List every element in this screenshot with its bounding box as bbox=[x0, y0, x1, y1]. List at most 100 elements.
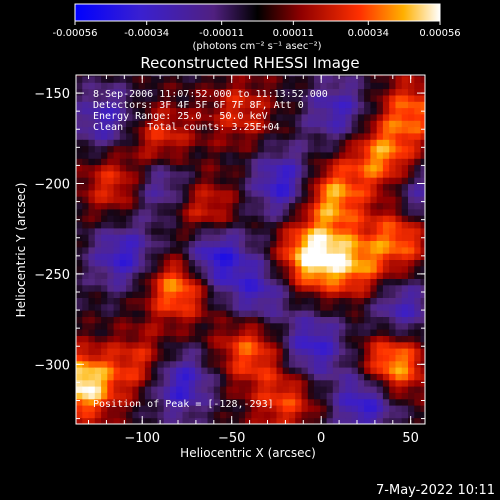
heatmap-cell bbox=[364, 367, 371, 374]
heatmap-cell bbox=[76, 392, 83, 400]
heatmap-cell bbox=[94, 392, 102, 400]
heatmap-cell bbox=[176, 189, 184, 197]
heatmap-cell bbox=[376, 75, 384, 83]
heatmap-cell bbox=[188, 405, 196, 412]
heatmap-cell bbox=[176, 417, 184, 424]
heatmap-cell bbox=[420, 158, 425, 166]
heatmap-cell bbox=[376, 202, 384, 210]
heatmap-cell bbox=[163, 215, 171, 222]
heatmap-cell bbox=[107, 329, 115, 336]
heatmap-cell bbox=[326, 310, 334, 317]
heatmap-cell bbox=[138, 177, 146, 185]
heatmap-cell bbox=[307, 234, 315, 241]
heatmap-cell bbox=[414, 316, 422, 324]
heatmap-cell bbox=[126, 259, 133, 267]
heatmap-cell bbox=[295, 284, 303, 292]
heatmap-cell bbox=[289, 272, 296, 279]
heatmap-cell bbox=[408, 341, 415, 349]
heatmap-cell bbox=[113, 158, 121, 166]
heatmap-cell bbox=[82, 75, 90, 77]
heatmap-cell bbox=[295, 386, 303, 393]
heatmap-cell bbox=[176, 411, 184, 419]
heatmap-cell bbox=[314, 164, 321, 172]
heatmap-cell bbox=[263, 373, 271, 381]
heatmap-cell bbox=[195, 164, 202, 172]
heatmap-cell bbox=[101, 322, 108, 330]
heatmap-cell bbox=[119, 259, 127, 267]
heatmap-cell bbox=[232, 234, 240, 241]
heatmap-cell bbox=[220, 234, 227, 241]
heatmap-cell bbox=[201, 303, 209, 311]
heatmap-cell bbox=[232, 278, 240, 286]
heatmap-cell bbox=[220, 367, 227, 374]
heatmap-cell bbox=[195, 170, 202, 178]
heatmap-cell bbox=[289, 189, 296, 197]
heatmap-cell bbox=[364, 132, 371, 140]
heatmap-cell bbox=[307, 164, 315, 172]
heatmap-cell bbox=[151, 189, 159, 197]
heatmap-cell bbox=[113, 208, 121, 216]
heatmap-cell bbox=[414, 183, 422, 191]
heatmap-cell bbox=[170, 316, 177, 324]
heatmap-cell bbox=[238, 373, 246, 381]
heatmap-cell bbox=[357, 322, 365, 330]
heatmap-cell bbox=[82, 392, 90, 400]
heatmap-cell bbox=[201, 120, 209, 128]
heatmap-cell bbox=[345, 101, 353, 109]
heatmap-cell bbox=[113, 265, 121, 273]
heatmap-cell bbox=[389, 348, 397, 355]
heatmap-cell bbox=[101, 177, 108, 185]
heatmap-cell bbox=[401, 278, 409, 286]
heatmap-cell bbox=[257, 196, 265, 204]
heatmap-cell bbox=[357, 139, 365, 147]
heatmap-cell bbox=[163, 164, 171, 172]
heatmap-cell bbox=[257, 113, 265, 121]
heatmap-cell bbox=[414, 284, 422, 292]
heatmap-cell bbox=[282, 348, 290, 355]
heatmap-cell bbox=[151, 259, 159, 267]
peak-position-label: Position of Peak = [-128,-293] bbox=[93, 399, 274, 410]
heatmap-cell bbox=[332, 94, 340, 102]
heatmap-cell bbox=[295, 322, 303, 330]
heatmap-cell bbox=[395, 246, 403, 254]
heatmap-cell bbox=[88, 82, 96, 90]
heatmap-cell bbox=[176, 107, 184, 115]
heatmap-cell bbox=[232, 284, 240, 292]
heatmap-cell bbox=[88, 221, 96, 229]
heatmap-cell bbox=[351, 310, 359, 317]
heatmap-cell bbox=[357, 297, 365, 305]
heatmap-cell bbox=[389, 341, 397, 349]
heatmap-cell bbox=[332, 265, 340, 273]
heatmap-cell bbox=[245, 405, 252, 412]
heatmap-cell bbox=[376, 405, 384, 412]
heatmap-cell bbox=[176, 158, 184, 166]
heatmap-cell bbox=[263, 386, 271, 393]
heatmap-cell bbox=[364, 94, 371, 102]
heatmap-cell bbox=[351, 107, 359, 115]
heatmap-cell bbox=[151, 145, 159, 153]
heatmap-cell bbox=[207, 246, 215, 254]
heatmap-cell bbox=[126, 386, 133, 393]
heatmap-cell bbox=[420, 120, 425, 128]
heatmap-cell bbox=[76, 335, 83, 343]
heatmap-cell bbox=[282, 221, 290, 229]
heatmap-cell bbox=[263, 246, 271, 254]
heatmap-cell bbox=[132, 215, 140, 222]
heatmap-cell bbox=[389, 411, 397, 419]
heatmap-cell bbox=[420, 348, 425, 355]
heatmap-cell bbox=[332, 183, 340, 191]
heatmap-cell bbox=[282, 75, 290, 77]
heatmap-cell bbox=[370, 253, 378, 260]
heatmap-cell bbox=[107, 221, 115, 229]
heatmap-cell bbox=[220, 386, 227, 393]
heatmap-cell bbox=[307, 284, 315, 292]
heatmap-cell bbox=[94, 75, 102, 83]
heatmap-cell bbox=[176, 373, 184, 381]
heatmap-cell bbox=[370, 183, 378, 191]
heatmap-cell bbox=[401, 405, 409, 412]
heatmap-cell bbox=[94, 126, 102, 134]
heatmap-cell bbox=[414, 303, 422, 311]
heatmap-cell bbox=[339, 88, 346, 96]
heatmap-cell bbox=[232, 75, 240, 77]
heatmap-cell bbox=[170, 215, 177, 222]
